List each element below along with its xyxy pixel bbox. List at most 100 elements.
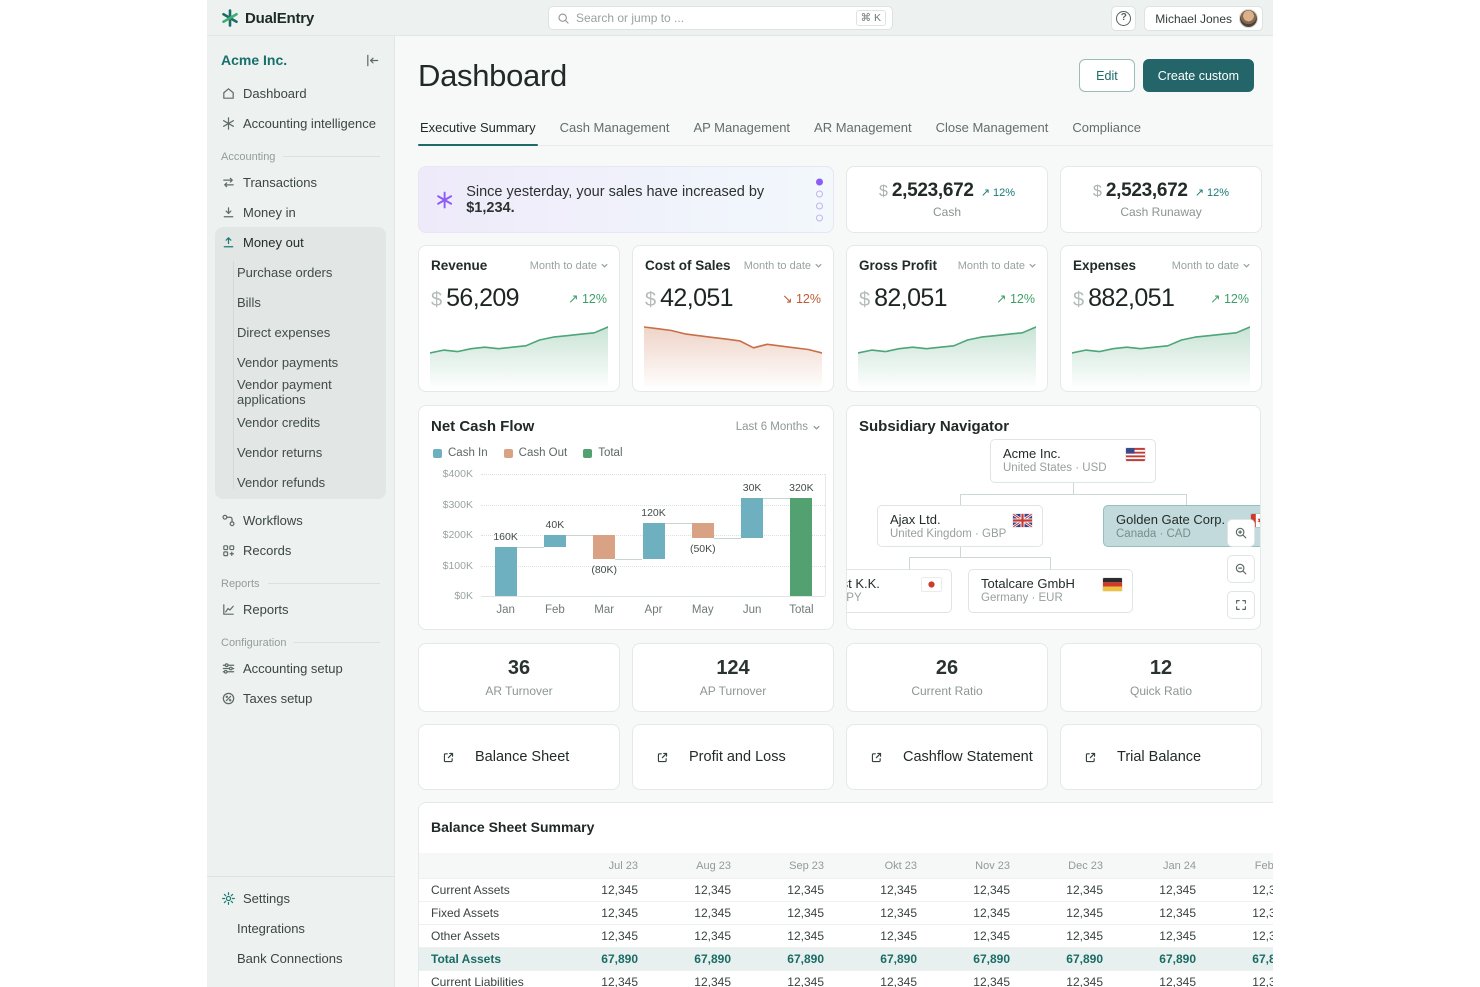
- sidebar-item-reports[interactable]: Reports: [207, 594, 394, 624]
- org-node-totalcare[interactable]: Totalcare GmbH Germany · EUR: [968, 569, 1133, 613]
- table-cell: 12,345: [1066, 975, 1103, 987]
- banner-carousel-dots[interactable]: [816, 178, 823, 221]
- sidebar-item-transactions[interactable]: Transactions: [207, 167, 394, 197]
- table-row[interactable]: Fixed Assets 12,345 12,345 12,345 12,345 12,3…: [419, 901, 1273, 924]
- sliders-icon: [222, 662, 235, 674]
- legend-item: Total: [583, 447, 623, 459]
- table-cell: 12,345: [1159, 929, 1196, 943]
- tab-compliance[interactable]: Compliance: [1072, 120, 1141, 135]
- table-row[interactable]: Total Assets 67,890 67,890 67,890 67,890 67,8…: [419, 947, 1273, 970]
- period-selector[interactable]: Month to date: [530, 260, 609, 272]
- waterfall-bar-mar[interactable]: [593, 535, 616, 560]
- y-axis-tick: $0K: [454, 590, 473, 602]
- sidebar-item-vendor-payment-applications[interactable]: Vendor payment applications: [237, 377, 332, 407]
- sidebar-item-vendor-payments[interactable]: Vendor payments: [237, 354, 339, 370]
- sidebar-item-integrations[interactable]: Integrations: [237, 920, 305, 936]
- edit-button[interactable]: Edit: [1079, 59, 1135, 92]
- balance-sheet-link[interactable]: Balance Sheet: [418, 724, 620, 790]
- period-selector[interactable]: Month to date: [1172, 260, 1251, 272]
- sidebar-item-purchase-orders[interactable]: Purchase orders: [237, 264, 333, 280]
- carousel-dot-active[interactable]: [816, 178, 823, 185]
- collapse-sidebar-icon[interactable]: [365, 53, 380, 68]
- column-header: Nov 23: [975, 859, 1010, 872]
- org-node-movefast[interactable]: Movefast K.K. Japan · JPY: [847, 569, 952, 613]
- user-menu-button[interactable]: Michael Jones: [1144, 6, 1263, 31]
- profit-and-loss-link[interactable]: Profit and Loss: [632, 724, 834, 790]
- org-node-acme[interactable]: Acme Inc. United States · USD: [990, 439, 1156, 483]
- fullscreen-button[interactable]: [1227, 591, 1255, 619]
- sidebar-item-accounting-setup[interactable]: Accounting setup: [207, 653, 394, 683]
- sidebar-item-records[interactable]: Records: [207, 535, 394, 565]
- sidebar-item-dashboard[interactable]: Dashboard: [207, 78, 394, 108]
- sidebar-item-direct-expenses[interactable]: Direct expenses: [237, 324, 331, 340]
- carousel-dot[interactable]: [816, 190, 823, 197]
- waterfall-bar-total[interactable]: [790, 498, 813, 596]
- tab-cash-management[interactable]: Cash Management: [559, 120, 670, 135]
- create-custom-button[interactable]: Create custom: [1142, 59, 1254, 92]
- expenses-kpi-card: Expenses Month to date $882,051 ↗ 12%: [1060, 245, 1262, 392]
- gear-icon: [222, 891, 235, 905]
- search-input[interactable]: [576, 11, 850, 25]
- balance-sheet-summary-panel: Balance Sheet Summary Jul 23 Aug 23 Sep 23…: [418, 802, 1273, 987]
- records-icon: [223, 544, 235, 556]
- sidebar-item-money-in[interactable]: Money in: [207, 197, 394, 227]
- tab-close-management[interactable]: Close Management: [935, 120, 1049, 135]
- sidebar-item-bills[interactable]: Bills: [237, 294, 261, 310]
- chevron-down-icon: [1029, 263, 1036, 268]
- table-cell: 12,345: [1159, 883, 1196, 897]
- waterfall-bar-jun[interactable]: [741, 498, 764, 539]
- sidebar-item-money-out[interactable]: Money out: [215, 227, 386, 257]
- sidebar-item-vendor-credits[interactable]: Vendor credits: [237, 414, 321, 430]
- table-row[interactable]: Current Assets 12,345 12,345 12,345 12,345 12…: [419, 878, 1273, 901]
- period-selector[interactable]: Month to date: [744, 260, 823, 272]
- brand-logo[interactable]: DualEntry: [221, 0, 314, 36]
- table-cell: 12,345: [973, 883, 1010, 897]
- org-connector: [909, 557, 910, 569]
- table-cell: 67,890: [973, 952, 1010, 966]
- sidebar-item-vendor-returns[interactable]: Vendor returns: [237, 444, 323, 460]
- carousel-dot[interactable]: [816, 202, 823, 209]
- tab-ar-management[interactable]: AR Management: [814, 120, 912, 135]
- table-cell: 12,345: [880, 975, 917, 987]
- money-out-icon: [223, 236, 234, 247]
- sidebar-item-accounting-intelligence[interactable]: Accounting intelligence: [207, 108, 394, 138]
- trial-balance-link[interactable]: Trial Balance: [1060, 724, 1262, 790]
- zoom-in-button[interactable]: [1227, 519, 1255, 547]
- subsidiary-navigator-panel: Subsidiary Navigator Acme Inc. United St…: [846, 405, 1261, 630]
- waterfall-bar-may[interactable]: [691, 522, 714, 539]
- bar-value-label: 40K: [545, 519, 565, 531]
- range-selector[interactable]: Last 6 Months: [736, 421, 821, 433]
- sparkline-chart: [429, 322, 609, 386]
- waterfall-bar-feb[interactable]: [543, 535, 566, 548]
- table-cell: 12,345: [601, 929, 638, 943]
- zoom-out-button[interactable]: [1227, 555, 1255, 583]
- tab-executive-summary[interactable]: Executive Summary: [418, 118, 538, 146]
- waterfall-connector: [713, 538, 742, 540]
- table-row[interactable]: Current Liabilities 12,345 12,345 12,345 12,…: [419, 970, 1273, 987]
- org-node-ajax[interactable]: Ajax Ltd. United Kingdom · GBP: [877, 505, 1043, 547]
- waterfall-bar-apr[interactable]: [642, 522, 665, 560]
- sidebar-item-workflows[interactable]: Workflows: [207, 505, 394, 535]
- insight-banner[interactable]: Since yesterday, your sales have increas…: [418, 166, 834, 233]
- search-box[interactable]: ⌘ K: [548, 6, 893, 30]
- waterfall-bar-jan[interactable]: [494, 547, 517, 596]
- topbar-actions: ? Michael Jones: [1111, 6, 1263, 31]
- sidebar-item-bank-connections[interactable]: Bank Connections: [237, 950, 343, 966]
- sidebar-item-taxes-setup[interactable]: Taxes setup: [207, 683, 394, 713]
- tab-ap-management[interactable]: AP Management: [693, 120, 791, 135]
- table-cell: 12,345: [880, 906, 917, 920]
- org-switcher[interactable]: Acme Inc.: [221, 46, 380, 74]
- table-cell: 12,345: [787, 883, 824, 897]
- carousel-dot[interactable]: [816, 214, 823, 221]
- table-cell: 12,345: [787, 929, 824, 943]
- help-button[interactable]: ?: [1111, 6, 1137, 31]
- table-cell: 67,890: [787, 952, 824, 966]
- sidebar-item-settings[interactable]: Settings: [207, 883, 394, 913]
- table-cell: 12,345: [973, 906, 1010, 920]
- table-row[interactable]: Other Assets 12,345 12,345 12,345 12,345 12,3…: [419, 924, 1273, 947]
- cash-stat-card: $ 2,523,672 ↗ 12% Cash: [846, 166, 1048, 233]
- period-selector[interactable]: Month to date: [958, 260, 1037, 272]
- cashflow-statement-link[interactable]: Cashflow Statement: [846, 724, 1048, 790]
- sidebar-item-vendor-refunds[interactable]: Vendor refunds: [237, 474, 326, 490]
- app-window: DualEntry ⌘ K ? Michael Jones Acme Inc.: [207, 0, 1273, 987]
